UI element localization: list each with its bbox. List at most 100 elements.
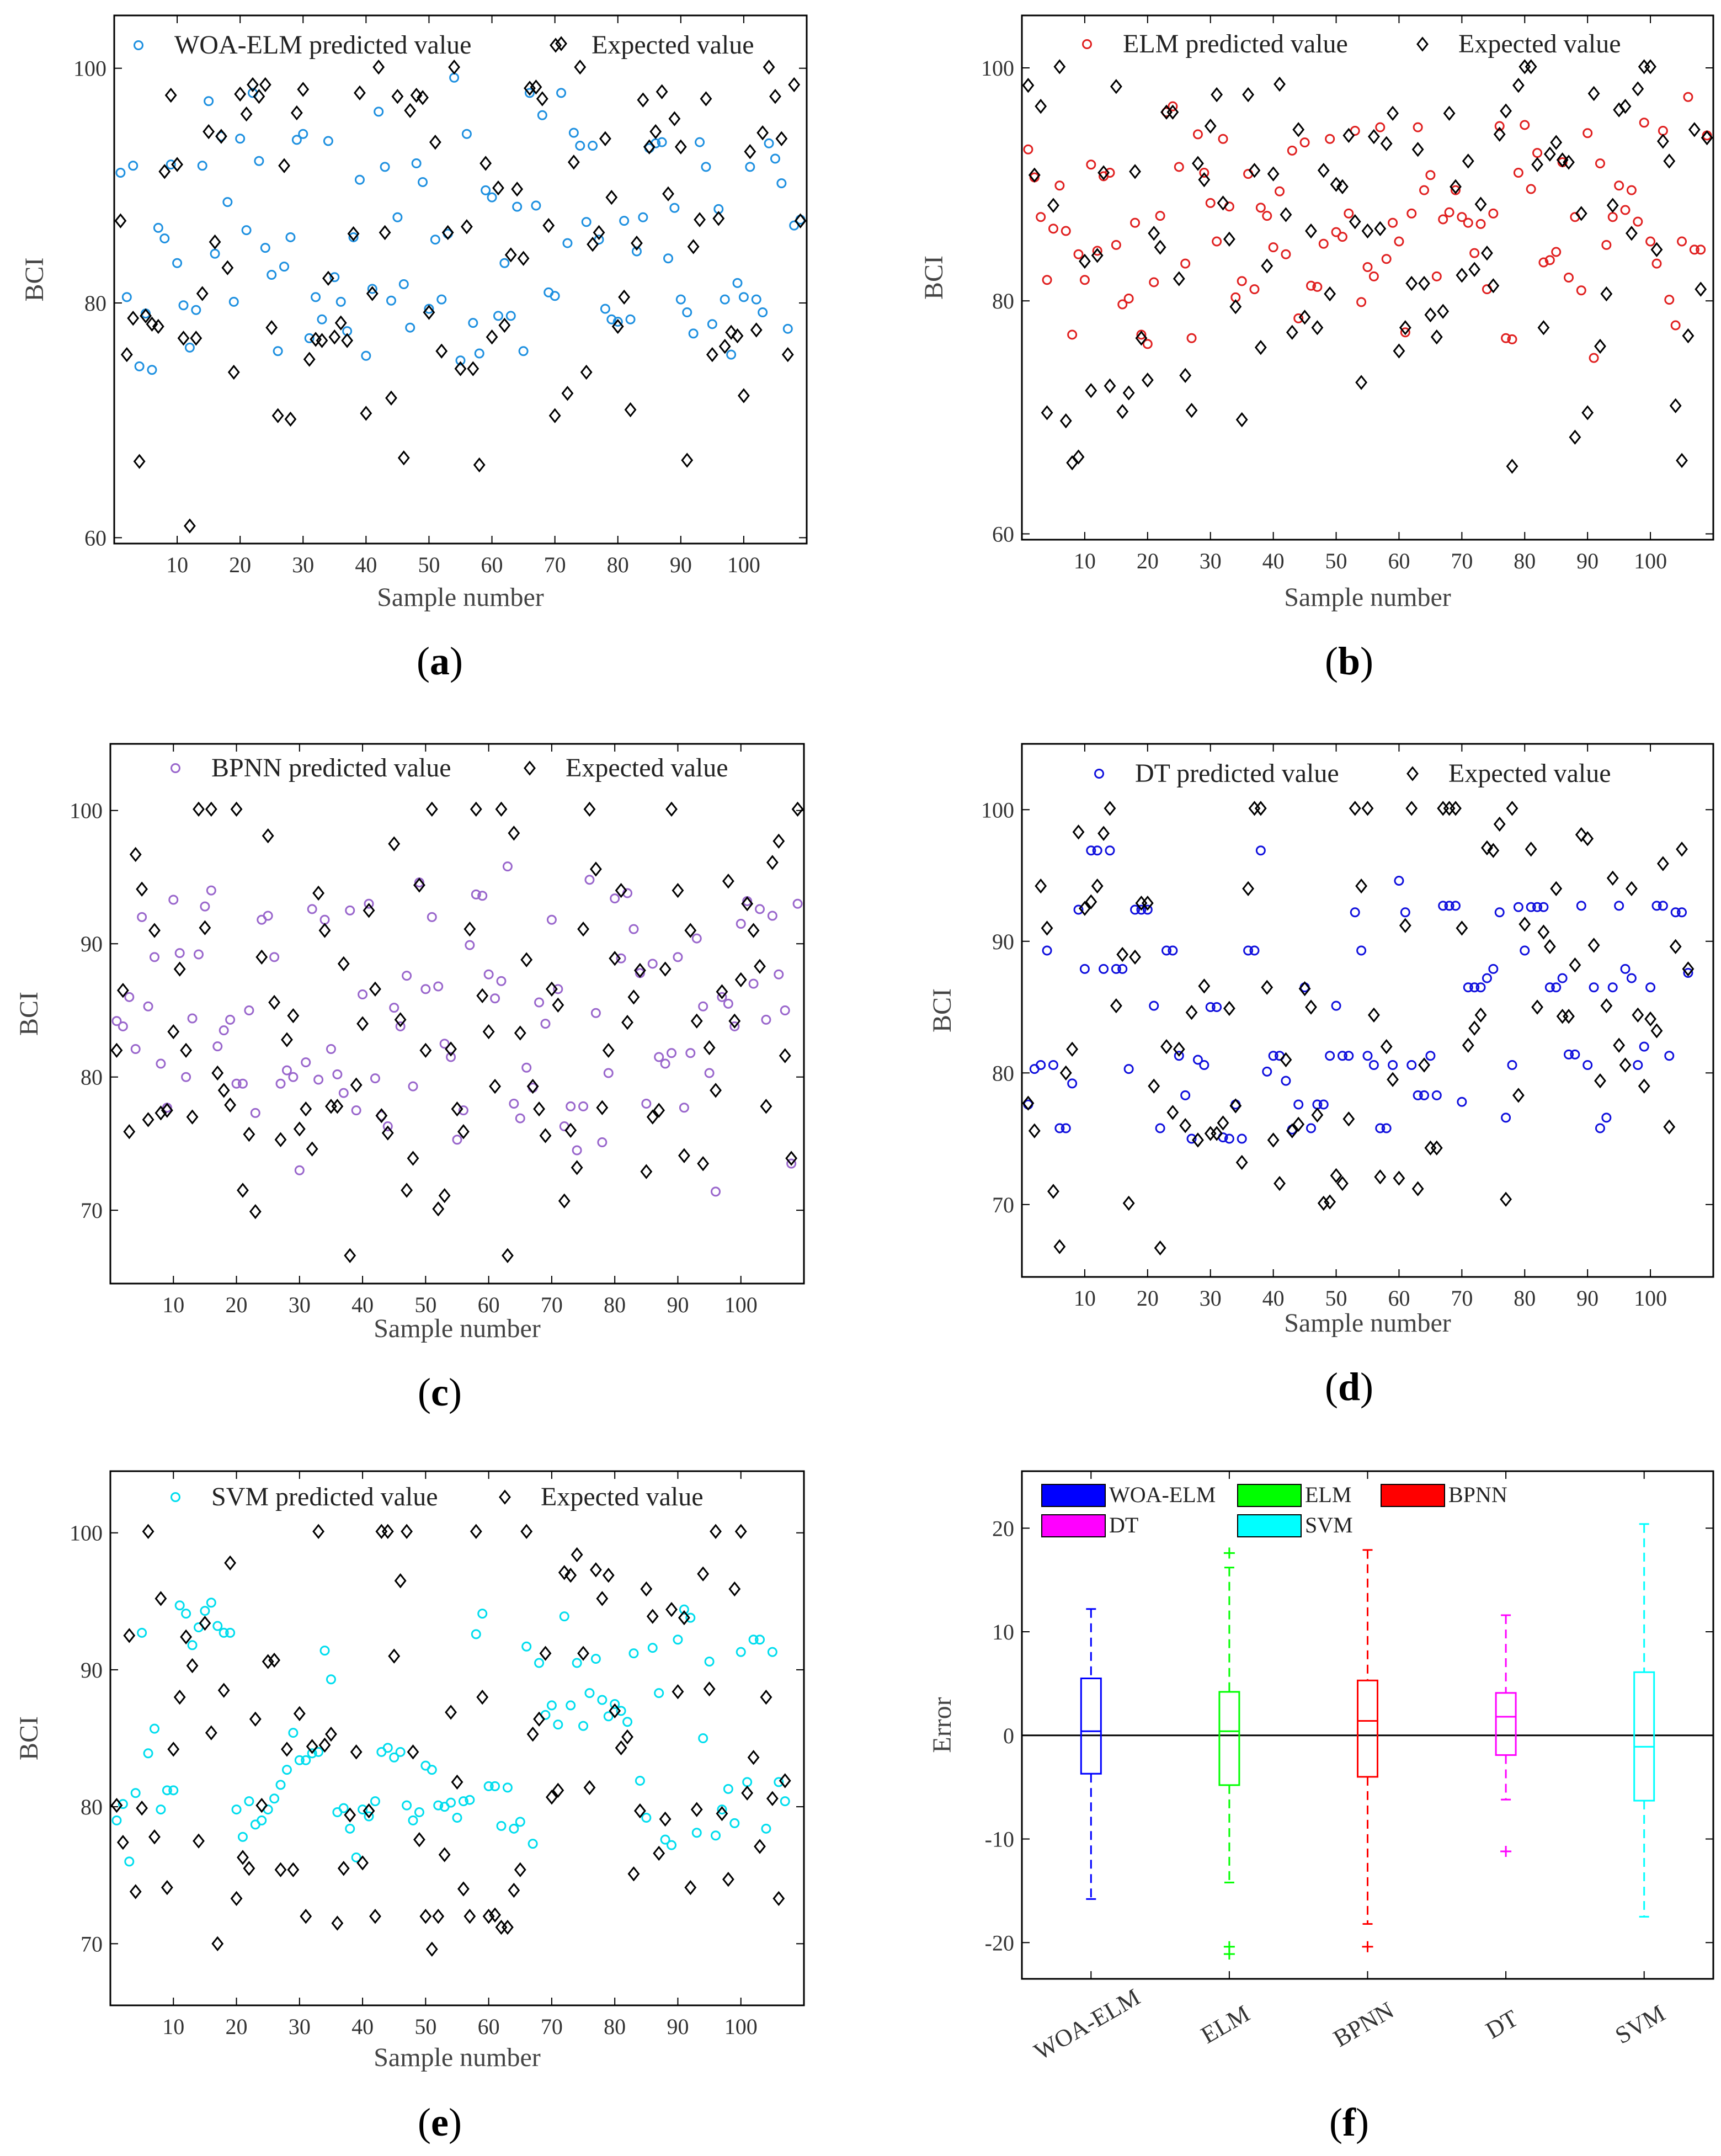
predicted-point <box>578 1721 589 1731</box>
predicted-point <box>159 233 170 244</box>
expected-point <box>734 1524 747 1539</box>
expected-point <box>401 1183 413 1198</box>
expected-point <box>133 454 146 469</box>
expected-point <box>633 1803 646 1819</box>
predicted-point <box>528 1839 538 1849</box>
legend-swatch-dt <box>1041 1514 1106 1537</box>
expected-point <box>394 1012 407 1028</box>
predicted-point <box>1079 275 1090 285</box>
data-points <box>110 801 804 1263</box>
expected-point <box>1481 840 1493 856</box>
expected-point <box>451 1774 463 1790</box>
predicted-point <box>685 1612 696 1623</box>
predicted-point <box>1526 184 1536 194</box>
predicted-point <box>1362 262 1373 272</box>
predicted-point <box>118 1021 128 1031</box>
x-tick-label: 30 <box>289 2014 311 2039</box>
predicted-point <box>1589 353 1599 363</box>
predicted-point <box>723 1784 733 1794</box>
expected-point <box>1500 1191 1512 1207</box>
predicted-point <box>647 1643 658 1653</box>
predicted-point <box>1544 982 1555 993</box>
expected-point <box>1022 1095 1035 1111</box>
expected-point <box>388 1648 401 1664</box>
expected-point <box>1053 1239 1066 1254</box>
predicted-point <box>698 1001 708 1012</box>
paren-close: ) <box>450 639 463 683</box>
expected-point <box>253 89 265 104</box>
expected-point <box>567 155 580 170</box>
predicted-point <box>1136 329 1147 340</box>
predicted-point <box>682 307 692 318</box>
y-tick-label: 80 <box>84 291 106 316</box>
expected-point <box>596 1100 609 1115</box>
predicted-point <box>1192 129 1203 140</box>
expected-point <box>1091 248 1104 263</box>
predicted-point <box>1388 1060 1398 1070</box>
expected-point <box>615 1740 627 1756</box>
expected-point <box>1361 801 1374 816</box>
predicted-point <box>128 161 138 171</box>
expected-point <box>643 139 656 155</box>
expected-point <box>1292 1116 1305 1132</box>
predicted-point <box>675 294 686 305</box>
expected-point <box>1286 1123 1298 1138</box>
predicted-point <box>1048 223 1058 234</box>
predicted-point <box>628 1648 639 1659</box>
predicted-point <box>1224 1133 1234 1144</box>
series-expected <box>1022 59 1713 474</box>
expected-point <box>274 1132 287 1147</box>
predicted-point <box>281 1065 292 1076</box>
predicted-point <box>685 1048 696 1058</box>
predicted-point <box>559 1611 569 1622</box>
expected-point <box>640 1581 653 1597</box>
predicted-point <box>755 904 765 914</box>
expected-point <box>737 388 750 403</box>
predicted-point <box>786 1158 797 1169</box>
predicted-point <box>1199 1060 1210 1070</box>
predicted-point <box>738 292 749 302</box>
predicted-point <box>1356 297 1367 307</box>
expected-point <box>318 1737 331 1753</box>
expected-point <box>1342 1111 1355 1127</box>
expected-point <box>1695 281 1707 297</box>
predicted-point <box>231 1804 242 1815</box>
predicted-point <box>660 1058 670 1069</box>
legend-predicted-marker <box>170 763 180 773</box>
expected-point <box>215 129 227 144</box>
x-tick-label: ELM <box>1196 2000 1254 2049</box>
expected-point <box>690 1013 703 1029</box>
expected-point <box>697 1566 710 1582</box>
predicted-point <box>537 110 547 120</box>
paren-open: ( <box>1325 639 1338 683</box>
expected-point <box>123 1124 136 1140</box>
legend-predicted-marker <box>1094 769 1104 779</box>
x-tick-label: 90 <box>1576 549 1599 573</box>
predicted-point <box>1268 1051 1278 1061</box>
expected-point <box>747 1750 760 1765</box>
predicted-point <box>1438 901 1448 911</box>
predicted-point <box>1507 1060 1517 1070</box>
predicted-point <box>307 1748 317 1759</box>
predicted-point <box>1475 982 1486 993</box>
expected-point <box>221 260 234 275</box>
expected-point <box>1424 1140 1437 1156</box>
expected-point <box>772 833 785 849</box>
predicted-point <box>1205 1002 1216 1013</box>
predicted-point <box>301 1755 311 1765</box>
predicted-point <box>628 924 639 934</box>
predicted-point <box>1224 201 1234 212</box>
predicted-point <box>1293 313 1304 323</box>
legend: WOA-ELM ELM BPNN DT SVM <box>1041 1482 1507 1537</box>
predicted-point <box>174 948 185 959</box>
expected-point <box>1311 320 1324 336</box>
predicted-point <box>395 1021 406 1031</box>
predicted-point <box>370 1796 380 1807</box>
expected-point <box>501 1919 514 1935</box>
expected-point <box>593 225 605 241</box>
paren-close: ) <box>449 1370 462 1414</box>
x-tick-label: 80 <box>604 2014 626 2039</box>
expected-point <box>290 105 303 121</box>
expected-point <box>659 1811 672 1827</box>
predicted-point <box>1513 168 1523 178</box>
